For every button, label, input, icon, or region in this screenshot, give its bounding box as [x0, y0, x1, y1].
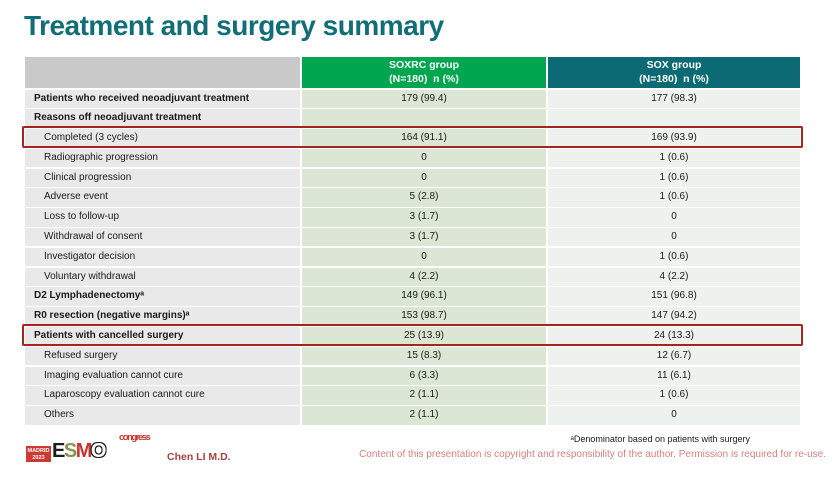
table-row: Patients with cancelled surgery 25 (13.9…	[22, 324, 803, 347]
soxrc-value-cell: 25 (13.9)	[302, 327, 546, 346]
sox-value-cell: 1 (0.6)	[548, 168, 800, 187]
table-row: R0 resection (negative margins)ᵃ 153 (98…	[25, 307, 800, 326]
table-row: D2 Lymphadenectomyᵃ 149 (96.1) 151 (96.8…	[25, 287, 800, 306]
sox-value-cell: 0	[548, 228, 800, 247]
esmo-letter-s: S	[63, 440, 77, 462]
row-label: Investigator decision	[25, 247, 300, 267]
sox-header-sub: (N=180) n (%)	[639, 72, 709, 85]
sox-value-cell: 1 (0.6)	[548, 188, 800, 207]
table-row: Refused surgery 15 (8.3) 12 (6.7)	[25, 346, 800, 366]
soxrc-value-cell: 0	[302, 247, 546, 267]
sox-value-cell: 169 (93.9)	[548, 129, 800, 148]
sox-value-cell: 4 (2.2)	[548, 267, 800, 286]
row-label: Imaging evaluation cannot cure	[25, 366, 300, 385]
esmo-logo-text: ESMO congress	[52, 432, 151, 462]
soxrc-value-cell: 15 (8.3)	[302, 346, 546, 366]
madrid-year: 2023	[32, 455, 45, 462]
madrid-2023-badge: MADRID 2023	[26, 446, 51, 462]
row-label: Completed (3 cycles)	[25, 129, 300, 148]
sox-value-cell	[548, 109, 800, 128]
sox-value-cell: 147 (94.2)	[548, 307, 800, 326]
sox-value-cell: 11 (6.1)	[548, 366, 800, 385]
soxrc-value-cell: 164 (91.1)	[302, 129, 546, 148]
table-row: Voluntary withdrawal 4 (2.2) 4 (2.2)	[25, 267, 800, 286]
sox-value-cell: 0	[548, 406, 800, 425]
sox-value-cell: 177 (98.3)	[548, 89, 800, 108]
sox-value-cell: 0	[548, 208, 800, 227]
table-row: Others 2 (1.1) 0	[25, 406, 800, 425]
table-body: Patients who received neoadjuvant treatm…	[22, 89, 803, 425]
sox-value-cell: 1 (0.6)	[548, 386, 800, 405]
soxrc-value-cell	[302, 109, 546, 128]
table-row: Withdrawal of consent 3 (1.7) 0	[25, 228, 800, 247]
soxrc-value-cell: 2 (1.1)	[302, 386, 546, 405]
author-name: Chen LI M.D.	[167, 451, 231, 463]
header-sox-group: SOX group (N=180) n (%)	[548, 57, 800, 88]
table-row: Investigator decision 0 1 (0.6)	[25, 247, 800, 267]
sox-header-name: SOX group	[646, 58, 702, 71]
table-row: Loss to follow-up 3 (1.7) 0	[25, 208, 800, 227]
row-label: D2 Lymphadenectomyᵃ	[25, 287, 300, 306]
sox-value-cell: 1 (0.6)	[548, 148, 800, 168]
soxrc-value-cell: 5 (2.8)	[302, 188, 546, 207]
row-label: Voluntary withdrawal	[25, 267, 300, 286]
esmo-letter-m: M	[75, 440, 93, 462]
madrid-label: MADRID	[27, 448, 50, 454]
table-header: SOXRC group (N=180) n (%) SOX group (N=1…	[25, 57, 800, 88]
table-row: Patients who received neoadjuvant treatm…	[25, 89, 800, 108]
row-label: R0 resection (negative margins)ᵃ	[25, 307, 300, 326]
table-row: Laparoscopy evaluation cannot cure 2 (1.…	[25, 386, 800, 405]
soxrc-value-cell: 2 (1.1)	[302, 406, 546, 425]
esmo-letter-o: O	[90, 440, 107, 462]
congress-label: congress	[119, 432, 151, 443]
table-row: Reasons off neoadjuvant treatment	[25, 109, 800, 128]
row-label: Adverse event	[25, 188, 300, 207]
soxrc-value-cell: 0	[302, 168, 546, 187]
soxrc-value-cell: 149 (96.1)	[302, 287, 546, 306]
row-label: Laparoscopy evaluation cannot cure	[25, 386, 300, 405]
table-row: Radiographic progression 0 1 (0.6)	[25, 148, 800, 168]
soxrc-value-cell: 0	[302, 148, 546, 168]
soxrc-value-cell: 4 (2.2)	[302, 267, 546, 286]
sox-value-cell: 151 (96.8)	[548, 287, 800, 306]
soxrc-header-sub: (N=180) n (%)	[389, 72, 459, 85]
row-label: Radiographic progression	[25, 148, 300, 168]
row-label: Reasons off neoadjuvant treatment	[25, 109, 300, 128]
soxrc-value-cell: 3 (1.7)	[302, 208, 546, 227]
sox-value-cell: 12 (6.7)	[548, 346, 800, 366]
row-label: Refused surgery	[25, 346, 300, 366]
sox-value-cell: 24 (13.3)	[548, 327, 800, 346]
row-label: Clinical progression	[25, 168, 300, 187]
table-row: Imaging evaluation cannot cure 6 (3.3) 1…	[25, 366, 800, 385]
copyright-notice: Content of this presentation is copyrigh…	[359, 449, 826, 460]
row-label: Others	[25, 406, 300, 425]
sox-value-cell: 1 (0.6)	[548, 247, 800, 267]
esmo-letter-e: E	[52, 440, 65, 462]
soxrc-header-name: SOXRC group	[389, 58, 459, 71]
table-row: Completed (3 cycles) 164 (91.1) 169 (93.…	[22, 126, 803, 149]
soxrc-value-cell: 3 (1.7)	[302, 228, 546, 247]
row-label: Withdrawal of consent	[25, 228, 300, 247]
header-soxrc-group: SOXRC group (N=180) n (%)	[302, 57, 546, 88]
row-label: Patients with cancelled surgery	[25, 327, 300, 346]
summary-table: SOXRC group (N=180) n (%) SOX group (N=1…	[22, 57, 803, 426]
soxrc-value-cell: 6 (3.3)	[302, 366, 546, 385]
row-label: Loss to follow-up	[25, 208, 300, 227]
header-empty-cell	[25, 57, 300, 88]
page-title: Treatment and surgery summary	[24, 10, 444, 41]
row-label: Patients who received neoadjuvant treatm…	[25, 89, 300, 108]
table-footnote: ᵃDenominator based on patients with surg…	[570, 434, 750, 444]
esmo-congress-logo: MADRID 2023 ESMO congress	[26, 432, 156, 469]
soxrc-value-cell: 179 (99.4)	[302, 89, 546, 108]
soxrc-value-cell: 153 (98.7)	[302, 307, 546, 326]
table-row: Clinical progression 0 1 (0.6)	[25, 168, 800, 187]
table-row: Adverse event 5 (2.8) 1 (0.6)	[25, 188, 800, 207]
